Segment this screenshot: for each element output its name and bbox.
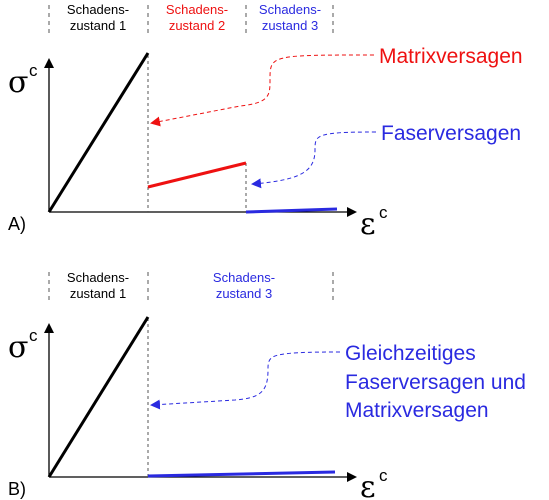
zone-a3-line1: Schadens- (259, 2, 321, 17)
y-axis-sup-b: c (29, 326, 38, 345)
diagram-a: Schadens- zustand 1 Schadens- zustand 2 … (8, 2, 523, 242)
zone-a2-line1: Schadens- (166, 2, 228, 17)
arrow-faserversagen (251, 131, 377, 189)
annotation-matrixversagen: Matrixversagen (379, 45, 523, 68)
curve-a-state1 (47, 52, 150, 213)
zone-b2-line2: zustand 3 (216, 286, 272, 301)
annotation-b-line3: Matrixversagen (345, 399, 489, 422)
curve-a-state2 (147, 161, 247, 189)
x-axis-label-b: ε (360, 470, 376, 500)
y-axis-sup-a: c (29, 61, 38, 80)
annotation-faserversagen: Faserversagen (381, 122, 521, 145)
x-axis-sup-b: c (379, 466, 388, 485)
x-axis-sup-a: c (379, 203, 388, 222)
y-axis-label-b: σ (8, 330, 28, 365)
y-axis-label-a: σ (8, 65, 28, 100)
zone-b2-line1: Schadens- (213, 270, 275, 285)
annotation-b-line2: Faserversagen und (345, 371, 526, 394)
zone-separators-b (48, 272, 334, 304)
zone-a1-line2: zustand 1 (70, 18, 126, 33)
zone-a2-line2: zustand 2 (169, 18, 225, 33)
zone-a1-line1: Schadens- (67, 2, 129, 17)
diagram-b: Schadens- zustand 1 Schadens- zustand 3 … (8, 270, 526, 500)
zone-separators-a (48, 5, 334, 34)
curve-b-state1 (47, 316, 150, 478)
label-a: A) (8, 214, 26, 234)
arrow-gleichzeitig (150, 351, 341, 410)
curve-a-state3 (245, 207, 338, 214)
curve-b-state3 (147, 470, 336, 478)
zone-a3-line2: zustand 3 (262, 18, 318, 33)
zone-b1-line1: Schadens- (67, 270, 129, 285)
zone-b1-line2: zustand 1 (70, 286, 126, 301)
arrow-matrixversagen (150, 54, 375, 127)
label-b: B) (8, 479, 26, 499)
x-axis-label-a: ε (360, 207, 376, 242)
annotation-b-line1: Gleichzeitiges (345, 342, 476, 365)
